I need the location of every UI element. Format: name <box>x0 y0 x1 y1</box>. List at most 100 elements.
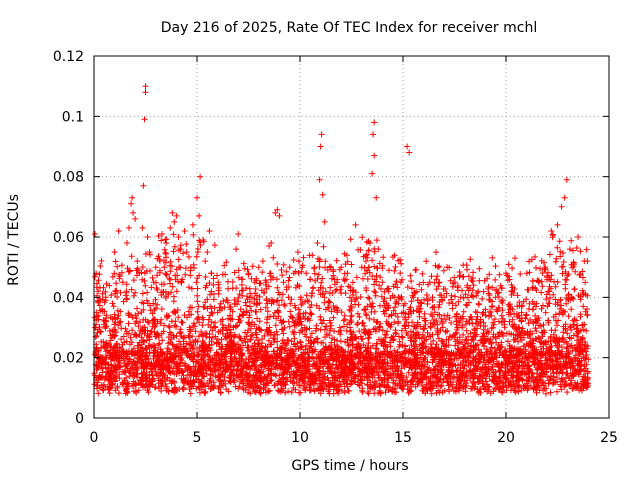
data-point <box>257 355 263 362</box>
data-point <box>210 296 217 303</box>
data-point <box>343 380 350 387</box>
data-point <box>329 380 336 387</box>
data-point <box>320 243 327 250</box>
data-point <box>331 336 338 343</box>
data-point <box>187 369 194 376</box>
data-point <box>477 349 483 356</box>
data-point <box>232 383 239 390</box>
data-point <box>415 309 422 316</box>
data-point <box>258 375 265 381</box>
data-point <box>529 330 536 337</box>
data-point <box>428 390 435 397</box>
data-point <box>137 319 143 326</box>
data-point <box>345 348 352 355</box>
data-point <box>238 368 245 375</box>
data-point <box>256 340 263 347</box>
data-point <box>114 294 121 300</box>
data-point <box>452 302 459 309</box>
data-point <box>569 370 576 377</box>
data-point <box>109 273 116 280</box>
data-point <box>279 272 286 279</box>
data-point <box>475 378 482 385</box>
data-point <box>490 324 496 331</box>
data-point <box>399 334 406 341</box>
data-point <box>328 322 335 329</box>
data-point <box>125 320 132 327</box>
data-point <box>250 374 257 381</box>
data-point <box>411 370 418 377</box>
data-point <box>545 269 551 276</box>
data-point <box>162 236 169 243</box>
data-point <box>327 325 334 332</box>
data-point <box>114 263 121 270</box>
data-point <box>487 348 494 354</box>
data-point <box>96 302 103 309</box>
data-point <box>328 275 335 282</box>
data-point <box>221 351 228 358</box>
data-point <box>426 364 433 371</box>
data-point <box>536 335 543 342</box>
data-point <box>208 385 215 392</box>
data-point <box>262 277 269 284</box>
data-point <box>305 354 312 361</box>
data-point <box>357 246 364 253</box>
data-point <box>427 323 434 330</box>
data-point <box>572 367 579 374</box>
data-point <box>251 300 258 307</box>
data-point <box>228 361 235 368</box>
data-point <box>436 263 443 270</box>
data-point <box>584 306 590 313</box>
data-point <box>434 369 441 376</box>
data-point <box>163 293 169 300</box>
data-point <box>565 313 572 320</box>
data-point <box>252 367 259 374</box>
data-point <box>538 305 545 312</box>
data-point <box>447 369 454 376</box>
data-point <box>470 379 477 386</box>
data-point <box>286 274 293 281</box>
data-point <box>509 284 516 291</box>
data-point <box>108 343 115 350</box>
data-point <box>423 258 430 265</box>
data-point <box>263 319 270 326</box>
data-point <box>96 360 103 367</box>
data-point <box>152 305 159 312</box>
data-point <box>438 352 445 358</box>
data-point <box>251 349 258 356</box>
data-point <box>186 284 192 291</box>
data-point <box>452 330 459 337</box>
data-point <box>131 331 138 338</box>
data-point <box>523 311 529 318</box>
data-point <box>200 316 207 323</box>
data-point <box>295 382 302 389</box>
data-point <box>411 289 418 296</box>
data-point <box>540 387 546 394</box>
data-point <box>207 303 214 310</box>
data-point <box>415 303 422 310</box>
data-point <box>439 360 446 367</box>
data-point <box>472 333 479 340</box>
data-point <box>428 273 435 280</box>
data-point <box>320 285 326 292</box>
data-point <box>115 390 122 397</box>
data-point <box>315 255 321 262</box>
data-point <box>193 370 200 377</box>
data-point <box>320 339 327 346</box>
data-point <box>401 314 408 321</box>
data-point <box>322 264 328 271</box>
data-point <box>322 323 329 330</box>
data-point <box>398 333 405 340</box>
data-point <box>433 389 440 396</box>
data-point <box>349 279 356 286</box>
data-point <box>449 283 456 290</box>
data-point <box>480 333 487 340</box>
data-point <box>215 281 222 288</box>
data-point <box>410 338 417 345</box>
data-point <box>508 281 515 288</box>
data-point <box>183 241 190 248</box>
data-point <box>482 323 489 330</box>
data-point <box>331 342 338 348</box>
data-point <box>577 296 584 303</box>
data-point <box>253 308 260 315</box>
data-point <box>317 326 324 333</box>
